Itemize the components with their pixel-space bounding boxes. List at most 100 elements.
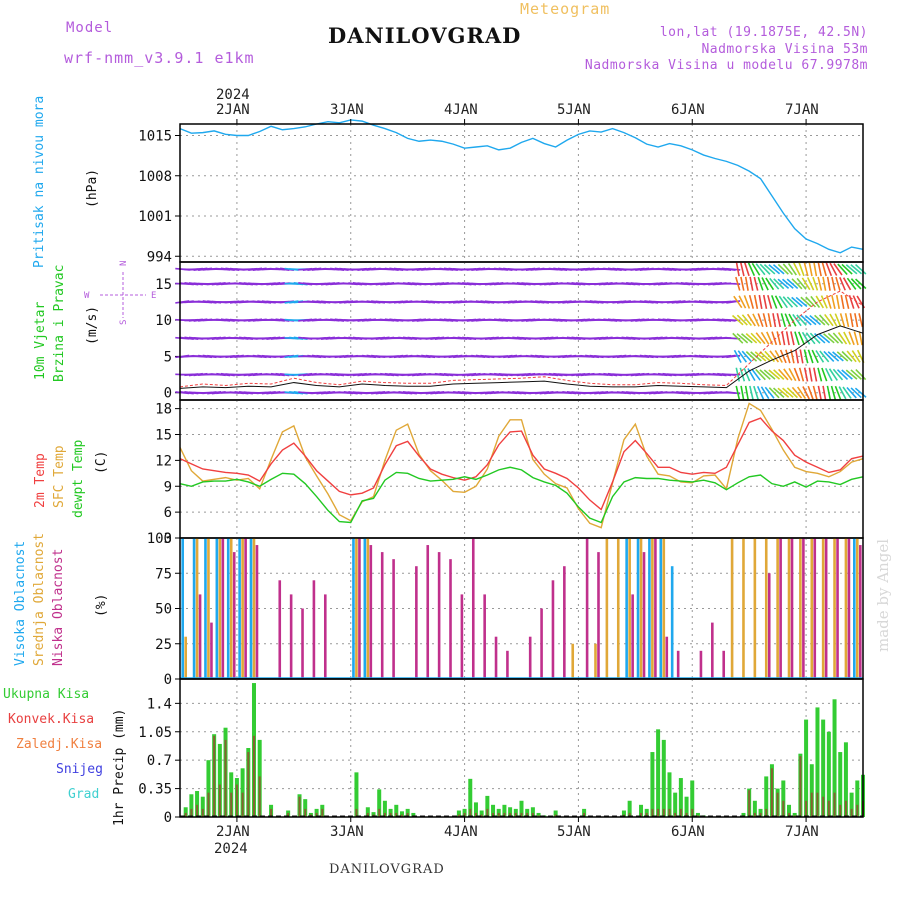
wind-barb xyxy=(759,351,771,362)
mid-cloud-bar xyxy=(764,538,768,679)
wind-barb xyxy=(785,331,790,346)
wind-barb xyxy=(813,262,818,277)
hail-legend: Grad xyxy=(68,787,99,802)
wind-barb xyxy=(805,332,816,345)
conv-precip-bar xyxy=(782,800,785,817)
wind-barb xyxy=(849,313,854,328)
total-precip-bar xyxy=(479,810,484,817)
y-tick-label: 18 xyxy=(155,402,172,418)
mid-cloud-bar xyxy=(571,643,575,679)
footer-station: DANILOVGRAD xyxy=(329,862,445,877)
wind-barb xyxy=(745,351,758,362)
wind-barb xyxy=(836,369,849,381)
total-precip-bar xyxy=(667,772,672,817)
pressure-labels: Pritisak na nivou mora (hPa) xyxy=(32,96,100,268)
total-precip-bar xyxy=(815,707,820,817)
mid-cloud-bar xyxy=(616,538,620,679)
total-precip-bar xyxy=(764,776,769,817)
low-cloud-bar xyxy=(460,594,464,679)
wind-barb xyxy=(743,367,751,382)
high-cloud-bar xyxy=(215,538,219,679)
conv-precip-bar xyxy=(816,792,819,817)
wind-barb xyxy=(794,331,800,346)
wind-barb xyxy=(762,294,768,309)
total-precip-bar xyxy=(536,812,541,817)
wind-barb xyxy=(757,313,764,327)
wind-barb xyxy=(743,262,750,277)
total-precip-bar xyxy=(656,729,661,817)
low-cloud-bar xyxy=(312,580,316,679)
wind-barb xyxy=(843,331,852,345)
mid-cloud-bar xyxy=(776,538,779,679)
wind-barb xyxy=(803,262,809,277)
top-year-label: 2024 xyxy=(216,87,250,103)
low-cloud-bar xyxy=(483,594,486,679)
mid-cloud-bar xyxy=(730,538,734,679)
wind-barb xyxy=(855,369,867,381)
wind-barb xyxy=(767,294,773,309)
wind-barb xyxy=(758,294,763,309)
low-cloud-bar xyxy=(437,552,441,679)
low-cloud-bar xyxy=(631,594,634,679)
mid-cloud-bar xyxy=(651,538,654,679)
total-precip-bar xyxy=(200,796,205,817)
conv-precip-bar xyxy=(486,808,489,817)
wind-barb xyxy=(768,264,781,275)
conv-precip-bar xyxy=(583,812,586,817)
total-precip-bar xyxy=(843,742,848,817)
wind-barb xyxy=(828,368,838,381)
wind-barb xyxy=(803,367,809,382)
low-cloud-bar xyxy=(232,552,236,679)
wind-barb xyxy=(771,331,778,346)
high-cloud-bar xyxy=(238,538,241,679)
wind-barb xyxy=(788,368,797,382)
wind-barb xyxy=(839,313,846,328)
wind-barb xyxy=(851,350,861,363)
total-precip-bar xyxy=(189,794,194,817)
conv-precip-bar xyxy=(805,800,808,817)
top-tick-label: 6JAN xyxy=(671,102,705,118)
total-precip-bar xyxy=(485,795,490,817)
wind-barb xyxy=(739,262,745,277)
mid-cloud-bar xyxy=(821,538,825,679)
wind-barb xyxy=(848,295,855,309)
total-precip-bar xyxy=(382,800,387,817)
conv-precip-bar xyxy=(463,812,466,817)
conv-precip-bar xyxy=(822,796,825,817)
conv-precip-bar xyxy=(685,812,688,817)
high-cloud-bar xyxy=(363,538,367,679)
wind-barb xyxy=(814,314,826,326)
low-cloud-bar xyxy=(779,538,782,679)
conv-precip-bar xyxy=(258,776,261,817)
wind-barb xyxy=(760,331,770,345)
wind-barb xyxy=(834,313,842,327)
wind-barb xyxy=(740,385,745,400)
page-subtitle: Meteogram xyxy=(520,0,611,18)
wind-labels: 10m Vjetar Brzina i Pravac (m/s) N W E S xyxy=(33,261,156,382)
conv-precip-bar xyxy=(765,808,768,817)
wind-barb xyxy=(832,368,844,381)
wind-barb xyxy=(788,313,797,327)
total-precip-bar xyxy=(752,800,757,817)
total-precip-bar xyxy=(787,804,792,817)
low-cloud-axis-label: Niska Oblacnost xyxy=(51,549,66,666)
dewpt-axis-label: dewpt Temp xyxy=(71,440,86,518)
wind-barb xyxy=(772,264,785,275)
wind-barb xyxy=(759,263,771,275)
wind-barb xyxy=(825,262,833,277)
wind-barb xyxy=(815,295,825,309)
wind-barb xyxy=(827,351,840,362)
low-cloud-bar xyxy=(665,636,669,679)
y-tick-label: 100 xyxy=(147,531,172,547)
top-tick-label: 2JAN xyxy=(216,102,250,118)
wind-barb xyxy=(755,263,766,276)
compass-icon: N W E S xyxy=(84,261,156,325)
wind-barb xyxy=(832,332,844,345)
conv-precip-bar xyxy=(389,812,392,817)
pressure-panel: 994 1001 1008 1015 xyxy=(138,119,864,265)
wind-barb xyxy=(821,367,828,382)
high-cloud-bar xyxy=(249,538,253,679)
bottom-tick-label: 5JAN xyxy=(557,824,591,840)
total-precip-bar xyxy=(695,812,700,817)
conv-precip-bar xyxy=(378,808,381,817)
